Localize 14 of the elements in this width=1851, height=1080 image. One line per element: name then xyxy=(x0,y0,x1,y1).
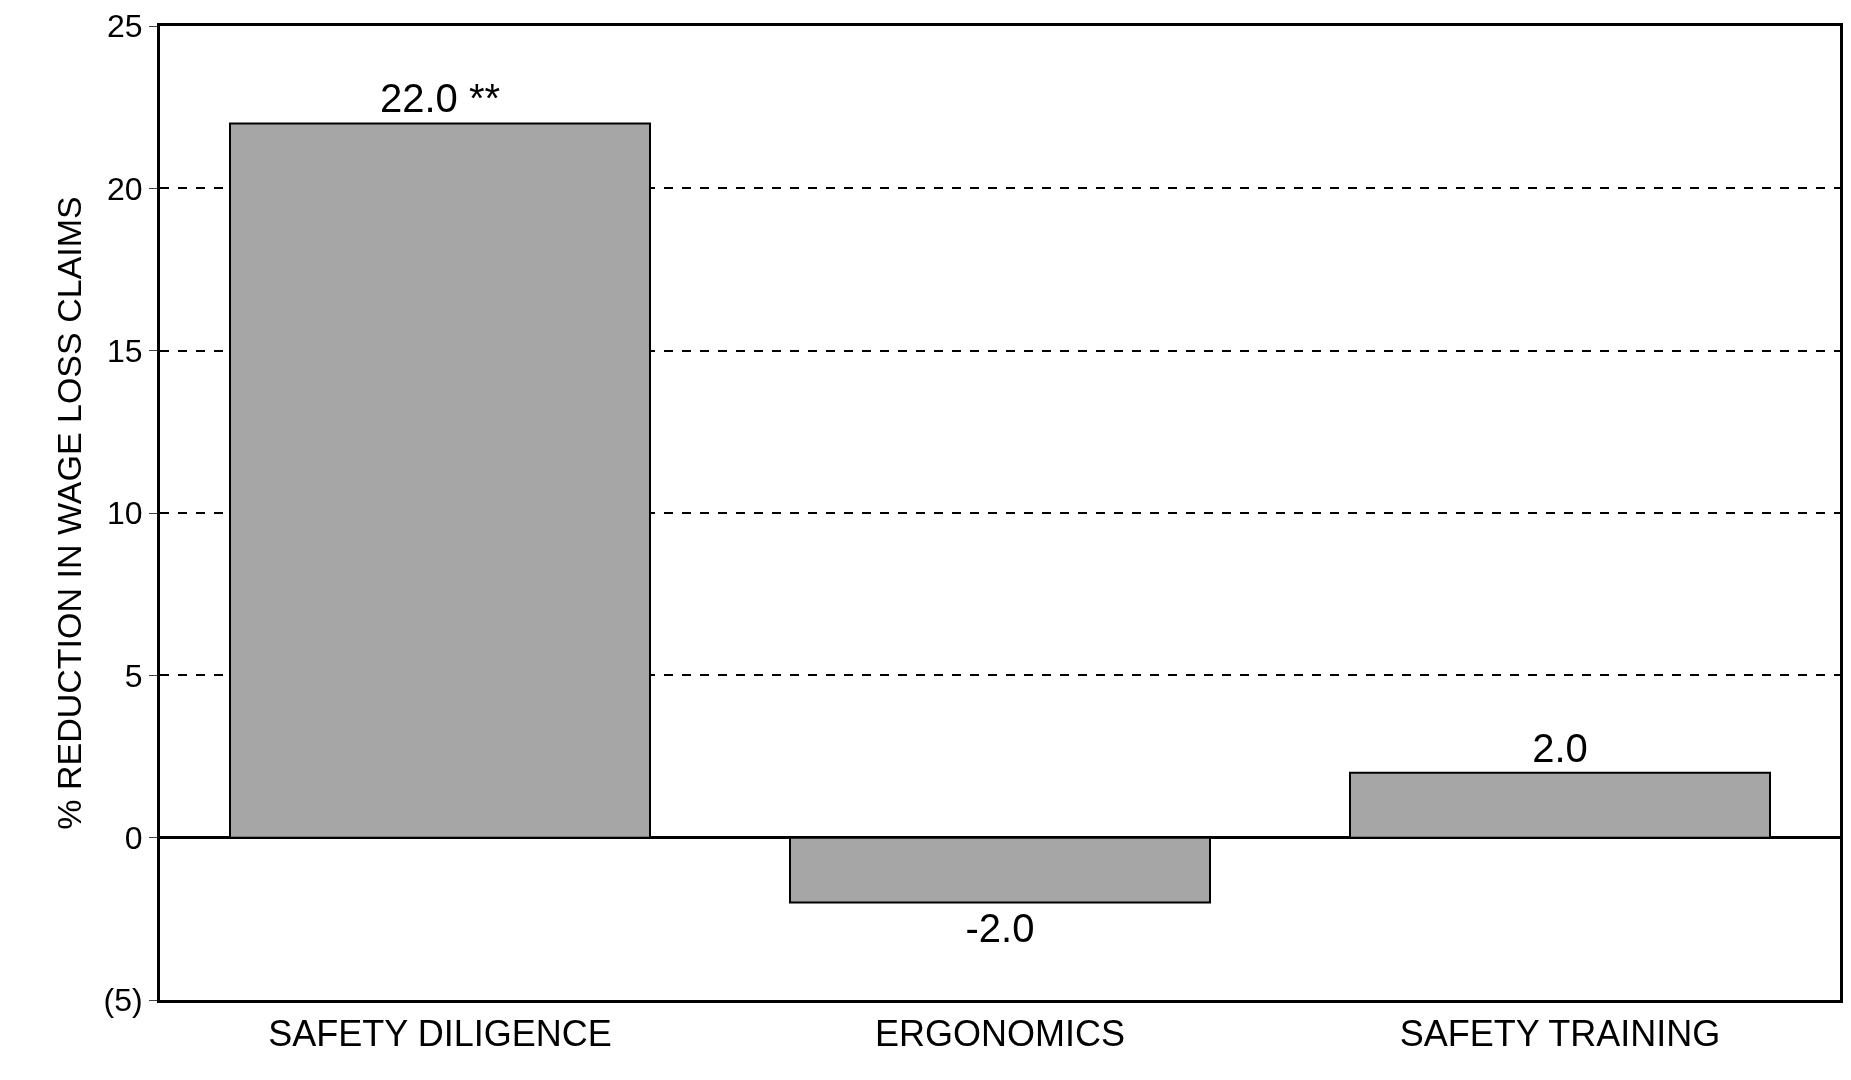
data-label: 22.0 ** xyxy=(379,76,501,121)
y-tick-label: 0 xyxy=(124,819,143,856)
y-tick-label: 5 xyxy=(124,657,143,694)
y-tick-label: 20 xyxy=(107,170,143,207)
data-label: -2.0 xyxy=(965,905,1035,950)
x-tick-label: SAFETY DILIGENCE xyxy=(268,1013,612,1055)
y-tick-label: (5) xyxy=(103,982,143,1019)
y-tick-label: 25 xyxy=(107,8,143,45)
y-tick-label: 15 xyxy=(107,332,143,369)
x-tick-label: SAFETY TRAINING xyxy=(1399,1013,1721,1055)
data-label: 2.0 xyxy=(1532,725,1588,770)
y-tick-label: 10 xyxy=(107,495,143,532)
y-axis-title: % REDUCTION IN WAGE LOSS CLAIMS xyxy=(50,196,89,830)
x-tick-label: ERGONOMICS xyxy=(874,1013,1126,1055)
